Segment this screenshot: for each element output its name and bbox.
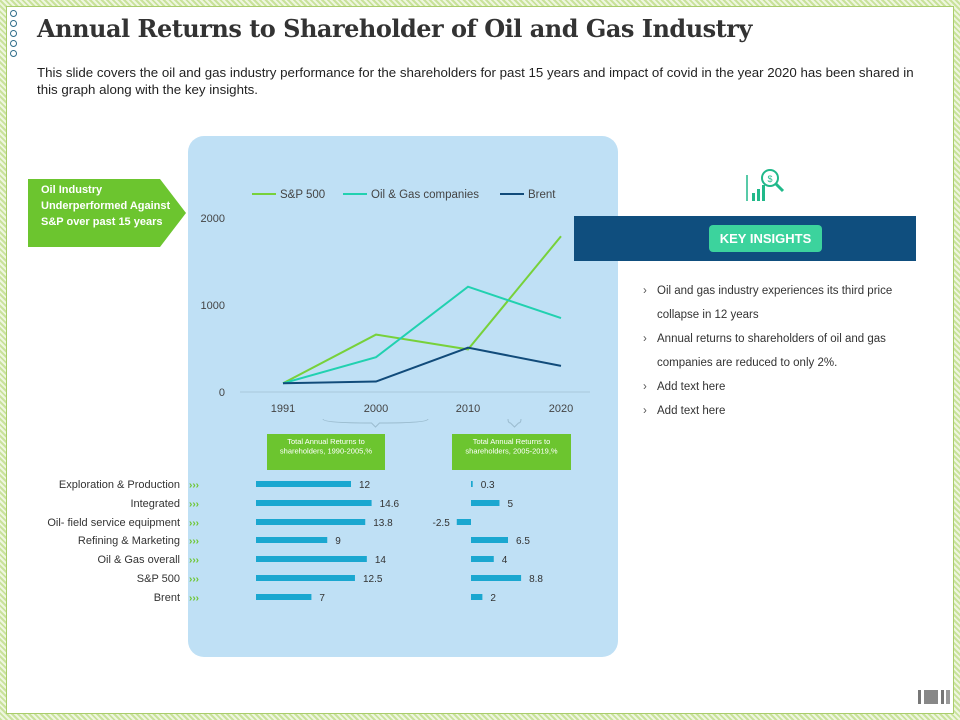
svg-text:$: $	[767, 174, 772, 184]
bar	[256, 556, 367, 562]
corner-dots-icon	[10, 10, 18, 60]
bar	[471, 537, 508, 543]
insight-text: Add text here	[657, 381, 726, 393]
key-insights-label: KEY INSIGHTS	[709, 225, 822, 252]
insight-item: › Add text here	[643, 399, 903, 423]
insight-item: › Add text here	[643, 375, 903, 399]
bar-series-header-text: Total Annual Returns to shareholders, 199…	[280, 437, 372, 456]
bar-value-label: 6.5	[516, 536, 530, 547]
x-tick-label: 2020	[549, 403, 573, 415]
category-label: Oil & Gas overall	[97, 554, 180, 566]
page-subtitle: This slide covers the oil and gas indust…	[37, 65, 914, 97]
bar	[471, 500, 500, 506]
triple-chevron-icon: ›››	[189, 536, 199, 547]
page-title: Annual Returns to Shareholder of Oil and…	[37, 14, 752, 43]
triple-chevron-icon: ›››	[189, 499, 199, 510]
series-line	[282, 235, 562, 385]
chevron-right-icon: ›	[643, 381, 647, 393]
triple-chevron-icon: ›››	[189, 480, 199, 491]
triple-chevron-icon: ›››	[189, 555, 199, 566]
bar-value-label: 8.8	[529, 574, 543, 585]
triple-chevron-icon: ›››	[189, 574, 199, 585]
triple-chevron-icon: ›››	[189, 593, 199, 604]
bar-value-label: 9	[335, 536, 341, 547]
x-tick-label: 2000	[364, 403, 388, 415]
analytics-search-icon: $	[746, 169, 785, 201]
bar-value-label: 4	[502, 555, 508, 566]
bar-value-label: 14	[375, 555, 387, 566]
footer-slide-icons	[918, 690, 950, 704]
bar	[256, 575, 355, 581]
bar-series-header	[452, 434, 571, 470]
period-bracket	[322, 418, 429, 428]
bar-value-label: 12.5	[363, 574, 383, 585]
bar	[471, 481, 473, 487]
bar-series-header	[267, 434, 385, 470]
category-label: Oil- field service equipment	[47, 517, 180, 529]
insight-item: › Annual returns to shareholders of oil a…	[643, 327, 903, 375]
insight-item: › Oil and gas industry experiences its th…	[643, 279, 903, 327]
category-label: Refining & Marketing	[78, 535, 180, 547]
category-label: S&P 500	[137, 573, 180, 585]
bar	[456, 519, 471, 525]
series-line	[282, 285, 562, 385]
callout-text: Oil Industry Underperformed Against S&P …	[41, 184, 171, 228]
x-tick-label: 2010	[456, 403, 480, 415]
bar	[256, 537, 328, 543]
category-label: Exploration & Production	[59, 479, 180, 491]
insight-text: Add text here	[657, 405, 726, 417]
legend-label: S&P 500	[280, 189, 325, 201]
bar-value-label: 12	[359, 480, 371, 491]
bar	[256, 481, 351, 487]
callout-arrow-shape	[28, 179, 186, 247]
chart-panel	[188, 136, 618, 657]
bar-value-label: -2.5	[433, 518, 451, 529]
bar-value-label: 13.8	[373, 518, 393, 529]
chevron-right-icon: ›	[643, 285, 647, 297]
category-label: Brent	[154, 592, 180, 604]
bar-value-label: 0.3	[481, 480, 495, 491]
insights-list: › Oil and gas industry experiences its th…	[643, 279, 903, 423]
bar	[256, 500, 372, 506]
chevron-right-icon: ›	[643, 333, 647, 345]
x-tick-label: 1991	[271, 403, 295, 415]
category-label: Integrated	[130, 498, 180, 510]
chevron-right-icon: ›	[643, 405, 647, 417]
bar-value-label: 14.6	[380, 499, 400, 510]
bar	[256, 519, 366, 525]
period-bracket	[507, 418, 522, 428]
y-tick-label: 2000	[201, 213, 225, 225]
insight-text: Oil and gas industry experiences its thi…	[657, 285, 893, 321]
y-tick-label: 1000	[201, 300, 225, 312]
bar	[256, 594, 312, 600]
insight-text: Annual returns to shareholders of oil an…	[657, 333, 886, 369]
bar	[471, 556, 494, 562]
legend-label: Oil & Gas companies	[371, 189, 479, 201]
legend-label: Brent	[528, 189, 556, 201]
series-line	[282, 346, 562, 385]
bar-value-label: 2	[490, 593, 496, 604]
triple-chevron-icon: ›››	[189, 518, 199, 529]
bar-value-label: 5	[507, 499, 513, 510]
bar	[471, 594, 483, 600]
bar-value-label: 7	[319, 593, 325, 604]
bar-series-header-text: Total Annual Returns to shareholders, 200…	[465, 437, 557, 456]
bar	[471, 575, 522, 581]
y-tick-label: 0	[219, 387, 225, 399]
